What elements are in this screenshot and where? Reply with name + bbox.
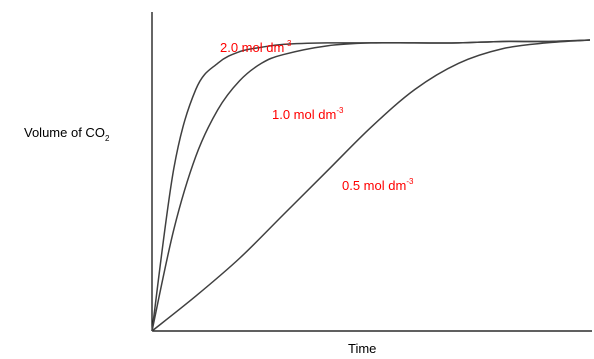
series-label-1-0: 1.0 mol dm-3 [272,106,344,122]
y-axis-label-subscript: 2 [105,134,110,143]
x-axis-label: Time [348,341,376,356]
series-group [151,39,591,332]
y-axis-label: Volume of CO2 [24,125,110,143]
series-line-1 [151,39,591,332]
series-label-0-5: 0.5 mol dm-3 [342,177,414,193]
series-label-2-0: 2.0 mol dm-3 [220,39,292,55]
series-line-2 [151,39,591,332]
